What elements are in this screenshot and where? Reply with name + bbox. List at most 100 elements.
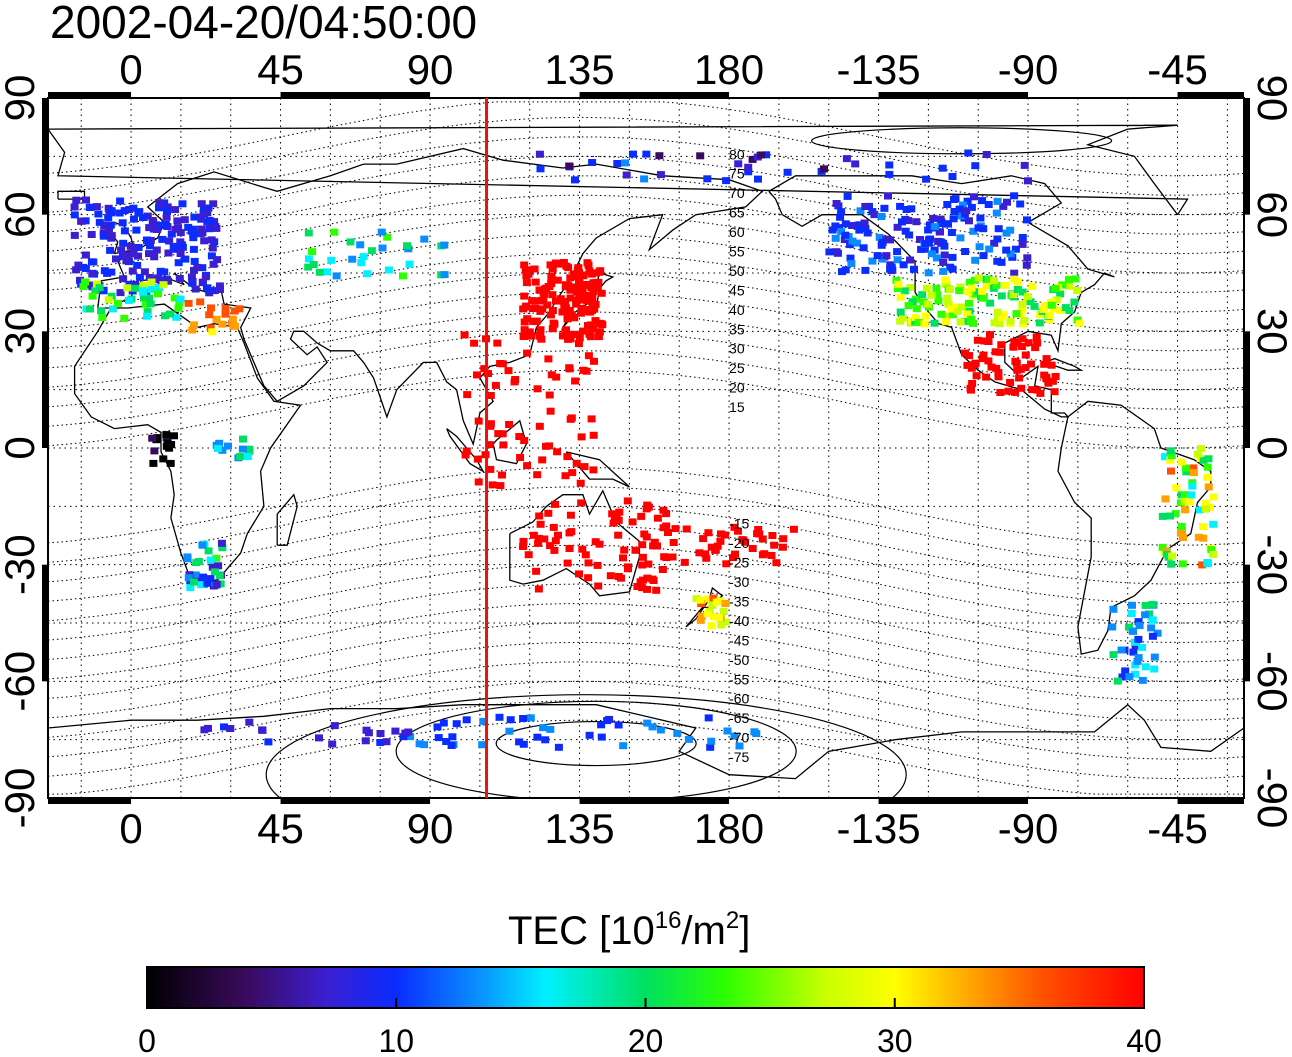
tec-point xyxy=(614,516,623,524)
tec-point xyxy=(221,310,230,318)
dip-latitude-label: 40 xyxy=(729,302,745,318)
top-longitude-tick-label: -90 xyxy=(998,46,1059,93)
tec-point xyxy=(1042,375,1051,383)
tec-point xyxy=(584,352,593,360)
tec-point xyxy=(994,369,1003,377)
tec-point xyxy=(648,723,657,731)
top-longitude-tick-label: -135 xyxy=(837,46,921,93)
tec-point xyxy=(594,333,603,341)
tec-point xyxy=(206,556,215,564)
tec-point xyxy=(534,585,543,593)
tec-point xyxy=(958,303,967,311)
left-latitude-tick-label: -90 xyxy=(0,768,43,829)
tec-point xyxy=(875,233,884,241)
tec-point xyxy=(980,337,989,345)
tec-point xyxy=(682,525,691,533)
tec-point xyxy=(936,228,944,236)
tec-point xyxy=(638,541,647,549)
tec-point xyxy=(986,299,995,307)
tec-point xyxy=(201,273,210,281)
tec-point xyxy=(706,743,715,751)
dip-latitude-label: 45 xyxy=(729,282,745,298)
coastline xyxy=(48,703,1244,780)
tec-point xyxy=(744,168,753,176)
tec-point xyxy=(154,274,163,282)
tec-point xyxy=(462,716,471,724)
tec-point xyxy=(1033,339,1042,347)
tec-point xyxy=(710,613,719,621)
tec-point xyxy=(653,542,661,550)
tec-point xyxy=(505,727,514,735)
tec-point xyxy=(170,294,179,302)
tec-point xyxy=(563,453,572,461)
tec-point xyxy=(1109,651,1118,659)
tec-point xyxy=(697,612,706,620)
tec-point xyxy=(210,218,219,226)
tec-point xyxy=(162,213,171,221)
tec-point xyxy=(579,327,588,335)
tec-point xyxy=(1058,281,1067,289)
tec-point xyxy=(163,439,172,447)
tec-point xyxy=(245,445,254,453)
tec-point xyxy=(189,230,198,238)
tec-point xyxy=(910,265,918,273)
tec-point xyxy=(1015,374,1024,382)
coastline xyxy=(492,419,528,465)
tec-point xyxy=(587,280,596,288)
tec-point xyxy=(1047,361,1056,369)
tec-point xyxy=(1180,497,1189,505)
tec-point xyxy=(376,730,385,737)
tec-point xyxy=(547,273,556,280)
tec-point xyxy=(546,311,555,319)
tec-point xyxy=(554,531,562,539)
tec-point xyxy=(939,258,948,266)
tec-point xyxy=(139,214,147,221)
tec-point xyxy=(533,471,542,479)
bottom-frame-bar xyxy=(48,798,132,804)
tec-point xyxy=(485,441,494,449)
bottom-frame-bar xyxy=(1177,798,1244,804)
tec-point xyxy=(406,733,415,741)
top-longitude-tick-label: 0 xyxy=(119,46,142,93)
tec-point xyxy=(942,318,951,326)
tec-point xyxy=(633,583,642,590)
dip-latitude-label: -75 xyxy=(729,749,749,765)
tec-point xyxy=(856,207,865,215)
tec-point xyxy=(938,164,947,172)
tec-point xyxy=(982,282,991,290)
tec-point xyxy=(87,231,96,238)
tec-point xyxy=(701,550,710,558)
tec-point xyxy=(992,364,1001,372)
dip-latitude-label: -50 xyxy=(729,652,749,668)
tec-point xyxy=(589,325,598,333)
tec-point xyxy=(668,553,677,561)
tec-point xyxy=(848,222,857,229)
tec-point xyxy=(218,544,227,552)
tec-point xyxy=(991,348,1000,356)
tec-point xyxy=(955,287,964,295)
tec-point xyxy=(553,276,562,284)
tec-point xyxy=(123,284,132,292)
tec-point xyxy=(1006,317,1015,325)
tec-point xyxy=(590,357,598,365)
tec-point xyxy=(566,511,575,519)
tec-point xyxy=(1028,386,1037,394)
tec-point xyxy=(1133,657,1142,665)
tec-point xyxy=(1131,670,1140,678)
tec-point xyxy=(1166,512,1175,520)
tec-point xyxy=(92,280,101,288)
tec-point xyxy=(499,441,508,449)
tec-point xyxy=(158,235,167,243)
tec-point xyxy=(894,280,903,288)
coastline xyxy=(768,175,1115,418)
tec-point xyxy=(712,598,721,606)
tec-point xyxy=(979,252,988,260)
tec-point xyxy=(852,239,861,247)
tec-point xyxy=(546,261,555,269)
tec-point xyxy=(1011,388,1020,396)
tec-point xyxy=(142,236,151,244)
tec-point xyxy=(1018,300,1027,308)
tec-point xyxy=(148,217,157,224)
tec-point xyxy=(367,247,376,255)
tec-point xyxy=(886,236,894,244)
